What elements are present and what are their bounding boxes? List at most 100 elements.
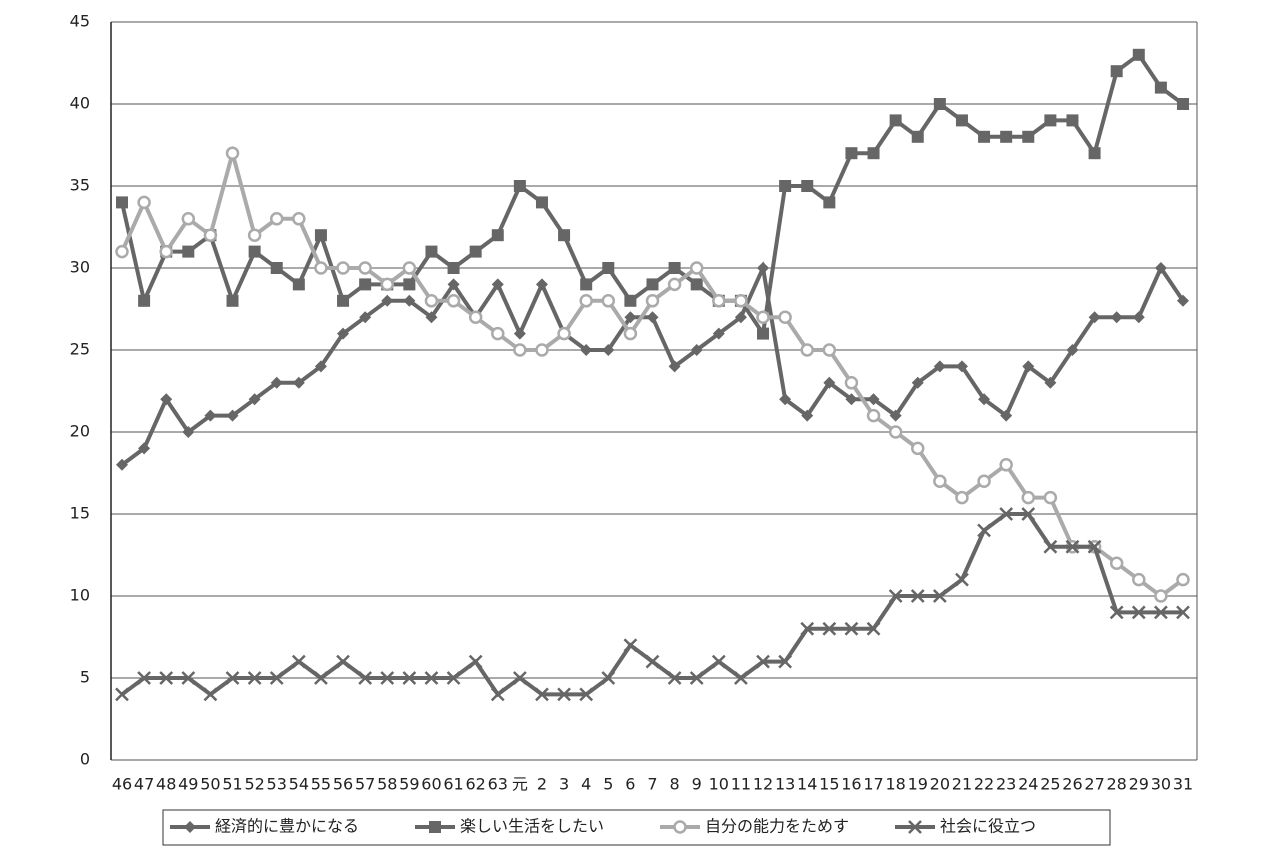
point [203, 228, 218, 242]
point [800, 343, 814, 357]
point [513, 180, 526, 192]
point [247, 228, 262, 242]
point [1131, 605, 1146, 620]
x-tick-label: 元 [512, 775, 528, 794]
point [116, 196, 128, 209]
point [823, 376, 836, 389]
point [778, 310, 792, 324]
y-tick-label: 0 [80, 750, 90, 769]
point [801, 409, 814, 422]
legend-marker [908, 820, 922, 834]
point [270, 262, 283, 274]
x-tick-label: 47 [134, 775, 154, 794]
x-tick-label: 54 [289, 775, 309, 794]
point [1021, 507, 1036, 521]
point [1000, 130, 1013, 143]
point [933, 360, 946, 373]
point [601, 671, 616, 685]
point [1154, 262, 1167, 274]
point [712, 327, 725, 340]
point [978, 130, 991, 143]
point [778, 654, 793, 669]
y-tick-label: 5 [80, 668, 90, 687]
point [115, 687, 129, 702]
point [623, 638, 638, 653]
series-line [120, 512, 1183, 698]
legend-marker [184, 821, 196, 833]
point [138, 442, 151, 455]
x-tick-label: 6 [625, 775, 635, 794]
point [1110, 65, 1123, 78]
point [314, 261, 328, 275]
point [955, 360, 968, 373]
point [1154, 81, 1167, 94]
x-tick-label: 13 [775, 775, 795, 794]
x-tick-label: 5 [603, 775, 613, 794]
point [823, 196, 836, 209]
point [182, 245, 195, 258]
point [1087, 539, 1102, 554]
x-tick-label: 63 [488, 775, 508, 794]
legend-label: 楽しい生活をしたい [460, 817, 604, 836]
x-tick-label: 11 [731, 775, 751, 794]
x-tick-label: 52 [244, 775, 264, 794]
x-tick-label: 20 [930, 775, 950, 794]
x-tick-label: 2 [537, 775, 547, 794]
point [822, 621, 837, 636]
x-tick-label: 61 [443, 775, 463, 794]
point [579, 294, 593, 308]
point [226, 409, 239, 422]
point [779, 180, 792, 192]
point [358, 261, 372, 275]
point [624, 311, 637, 324]
point [248, 393, 261, 406]
x-tick-label: 22 [974, 775, 994, 794]
point [491, 278, 504, 291]
point [491, 326, 505, 341]
point [689, 671, 704, 685]
point [1043, 539, 1058, 554]
x-tick-label: 51 [222, 775, 242, 794]
point [1000, 409, 1013, 422]
point [1109, 605, 1124, 620]
point [225, 671, 240, 685]
point [711, 654, 726, 669]
point [734, 294, 748, 308]
point [933, 98, 946, 110]
y-tick-label: 45 [70, 12, 90, 31]
point [159, 244, 173, 259]
point [888, 589, 903, 603]
x-tick-label: 8 [670, 775, 680, 794]
point [977, 523, 991, 538]
x-tick-label: 15 [819, 775, 839, 794]
x-tick-label: 55 [311, 775, 331, 794]
point [1132, 572, 1146, 587]
legend-marker [429, 821, 441, 833]
point [800, 621, 815, 636]
x-tick-label: 17 [863, 775, 883, 794]
point [226, 294, 239, 307]
point [181, 212, 196, 226]
point [1066, 344, 1079, 356]
x-tick-label: 58 [377, 775, 397, 794]
point [469, 245, 482, 258]
point [181, 671, 196, 685]
point [535, 278, 548, 291]
point [1022, 130, 1035, 143]
point [822, 343, 837, 357]
point [513, 327, 526, 340]
point [911, 130, 924, 143]
point [292, 278, 305, 291]
point [910, 589, 925, 603]
x-tick-label: 27 [1084, 775, 1104, 794]
x-tick-label: 24 [1018, 775, 1038, 794]
point [624, 294, 637, 307]
x-tick-label: 7 [647, 775, 657, 794]
point [1132, 311, 1145, 324]
point [447, 262, 460, 274]
point [513, 343, 527, 357]
point [137, 671, 151, 685]
point [845, 393, 858, 406]
point [535, 687, 549, 702]
